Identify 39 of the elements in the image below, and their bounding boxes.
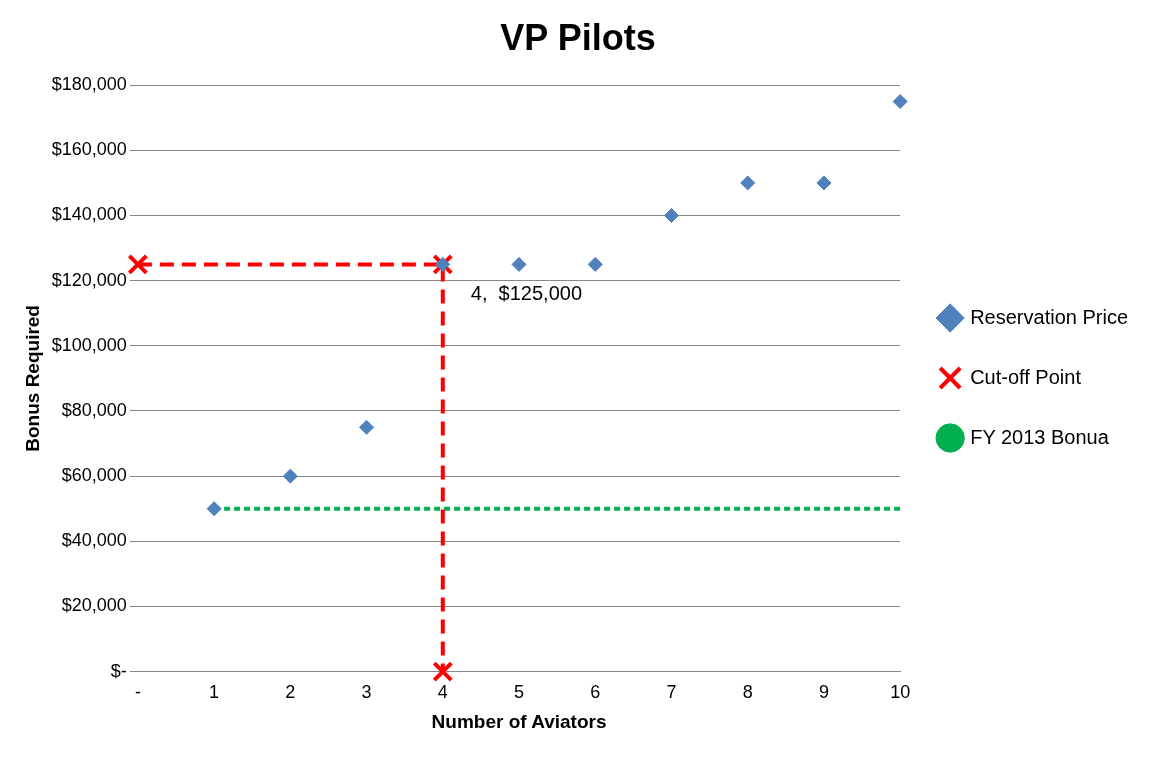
x-tick-label: 3 (361, 682, 372, 703)
x-tick-label: 8 (742, 682, 753, 703)
point (587, 256, 603, 272)
point (432, 661, 454, 683)
point (740, 175, 756, 191)
point (663, 208, 679, 224)
x-tick-label: 5 (514, 682, 525, 703)
x-tick-label: 9 (818, 682, 829, 703)
y-tick-label: $20,000 (61, 595, 127, 616)
x-tick-label: 4 (437, 682, 448, 703)
x-tick-label: 10 (890, 682, 911, 703)
y-tick-label: $160,000 (51, 139, 127, 160)
legend-label: Cut-off Point (970, 365, 1082, 388)
point (359, 419, 375, 435)
x-tick-label: 1 (209, 682, 220, 703)
x-tick-label: 7 (666, 682, 677, 703)
y-tick-label: $40,000 (61, 530, 127, 551)
x-axis-title: Number of Aviators (431, 710, 607, 732)
point (511, 256, 527, 272)
x-tick-label: 6 (590, 682, 601, 703)
point (282, 468, 298, 484)
x-tick-label: 2 (285, 682, 296, 703)
point (127, 253, 149, 275)
y-tick-label: $140,000 (51, 204, 127, 225)
annotation: 4, $125,000 (470, 281, 583, 304)
y-tick-label: $80,000 (61, 399, 127, 420)
x-tick-label: - (134, 682, 141, 703)
y-tick-label: $- (110, 660, 127, 681)
point (206, 501, 222, 517)
y-tick-label: $60,000 (61, 465, 127, 486)
chart-title: VP Pilots (500, 16, 656, 58)
y-tick-label: $100,000 (51, 334, 127, 355)
y-tick-label: $120,000 (51, 269, 127, 290)
legend-label: Reservation Price (970, 305, 1128, 328)
legend-label: FY 2013 Bonua (970, 425, 1110, 448)
point (816, 175, 832, 191)
point (892, 93, 908, 109)
y-tick-label: $180,000 (51, 74, 127, 95)
y-axis-title: Bonus Required (21, 305, 43, 452)
